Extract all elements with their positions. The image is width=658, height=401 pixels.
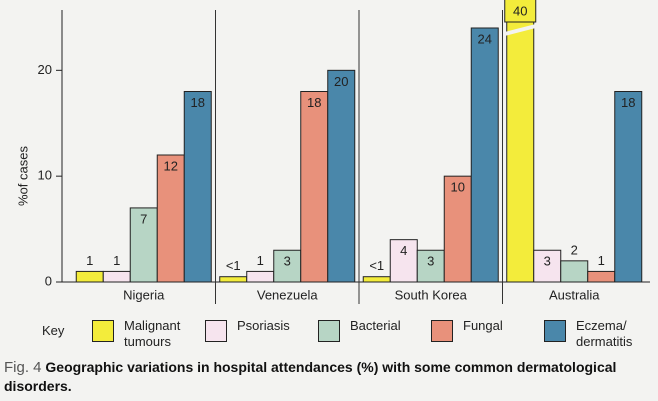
value-label: 12	[164, 158, 178, 173]
value-label: 18	[621, 95, 635, 110]
bar	[443, 175, 472, 283]
x-tick-label: South Korea	[395, 287, 468, 302]
caption-label: Fig. 4	[4, 359, 42, 376]
value-label-box	[504, 0, 537, 23]
bar	[156, 154, 185, 283]
legend-item: Malignant tumours	[92, 318, 204, 350]
bar	[75, 270, 104, 283]
legend-label: Bacterial	[350, 318, 401, 333]
caption-text: Geographic variations in hospital attend…	[4, 359, 617, 394]
bar	[506, 8, 535, 283]
value-label: 1	[86, 253, 93, 268]
bar	[246, 270, 275, 283]
value-label: 24	[478, 31, 492, 46]
bar	[183, 90, 212, 283]
y-axis-label: %of cases	[15, 146, 30, 206]
bar	[362, 276, 391, 283]
y-tick-label: 0	[45, 273, 52, 288]
value-label: <1	[369, 258, 384, 273]
x-tick-label: Nigeria	[123, 287, 165, 302]
value-label: 7	[140, 211, 147, 226]
value-label: 1	[598, 253, 605, 268]
legend-item: Eczema/ dermatitis	[544, 318, 656, 350]
value-label: 2	[571, 242, 578, 257]
legend-title: Key	[42, 323, 65, 338]
value-label: 1	[257, 253, 264, 268]
bar	[470, 27, 499, 283]
legend-label: Malignant tumours	[124, 318, 181, 349]
value-label: 4	[400, 243, 407, 258]
value-label: 3	[284, 254, 291, 269]
value-label: 20	[334, 74, 348, 89]
bar	[327, 69, 356, 283]
legend-item: Bacterial	[318, 318, 430, 342]
bar	[533, 249, 562, 283]
legend-swatch	[431, 320, 453, 342]
value-label: 10	[451, 180, 465, 195]
y-tick-label: 10	[38, 168, 52, 183]
bars	[75, 8, 643, 283]
legend-label: Psoriasis	[237, 318, 290, 333]
value-label: 40	[513, 3, 527, 18]
legend-swatch	[205, 320, 227, 342]
bar	[102, 270, 131, 283]
value-label: 3	[544, 254, 551, 269]
bar	[300, 90, 329, 283]
value-label: 18	[191, 95, 205, 110]
value-label: 1	[113, 253, 120, 268]
bar	[560, 260, 589, 283]
legend-swatch	[92, 320, 114, 342]
legend-label: Eczema/ dermatitis	[576, 318, 633, 349]
x-tick-label: Venezuela	[257, 287, 318, 302]
x-tick-label: Australia	[549, 287, 600, 302]
legend-label: Fungal	[463, 318, 503, 333]
legend-item: Fungal	[431, 318, 543, 342]
bar	[219, 276, 248, 283]
bar	[129, 207, 158, 283]
bar	[614, 90, 643, 283]
legend-swatch	[318, 320, 340, 342]
value-label: 18	[307, 95, 321, 110]
bar	[587, 270, 616, 283]
y-tick-label: 20	[38, 62, 52, 77]
legend-item: Psoriasis	[205, 318, 317, 342]
value-label: <1	[226, 258, 241, 273]
bar-break	[504, 24, 536, 36]
caption: Fig. 4 Geographic variations in hospital…	[4, 358, 644, 396]
legend-swatch	[544, 320, 566, 342]
bar	[273, 249, 302, 283]
value-label: 3	[427, 254, 434, 269]
bar	[416, 249, 445, 283]
